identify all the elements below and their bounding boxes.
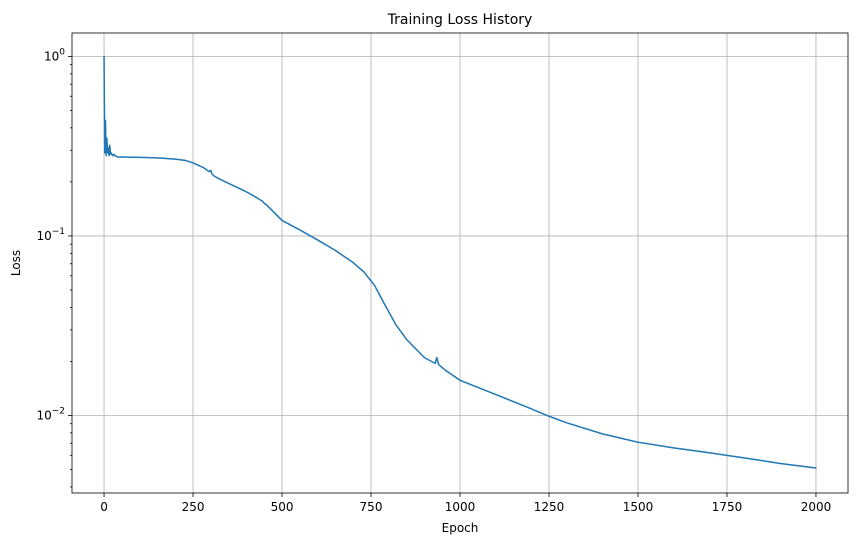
line-layer [103, 55, 817, 469]
y-tick-label: 10−2 [36, 406, 65, 422]
x-tick-label: 0 [100, 500, 108, 514]
chart-title: Training Loss History [387, 12, 533, 28]
y-tick-base: 10 [44, 49, 59, 63]
tick-layer: 0 250 500 750 1000 1250 1500 1750 200010010−110−… [36, 47, 831, 514]
grid-layer [72, 33, 848, 493]
y-tick-exponent: −2 [52, 406, 65, 416]
x-tick-label: 750 [360, 500, 383, 514]
x-tick-label: 1500 [623, 500, 654, 514]
x-tick-label: 1750 [712, 500, 743, 514]
x-tick-label: 2000 [801, 500, 832, 514]
x-axis-label: Epoch [442, 521, 479, 535]
y-tick-label: 10−1 [36, 227, 65, 243]
y-tick-label: 100 [44, 47, 65, 63]
y-tick-base: 10 [36, 229, 51, 243]
x-tick-label: 500 [271, 500, 294, 514]
y-tick-exponent: 0 [59, 47, 65, 57]
loss-series-line [103, 55, 817, 469]
y-axis-label: Loss [9, 250, 23, 276]
x-tick-label: 1000 [445, 500, 476, 514]
x-tick-label: 1250 [534, 500, 565, 514]
y-tick-base: 10 [36, 408, 51, 422]
x-tick-label: 250 [182, 500, 205, 514]
y-tick-exponent: −1 [52, 227, 65, 237]
